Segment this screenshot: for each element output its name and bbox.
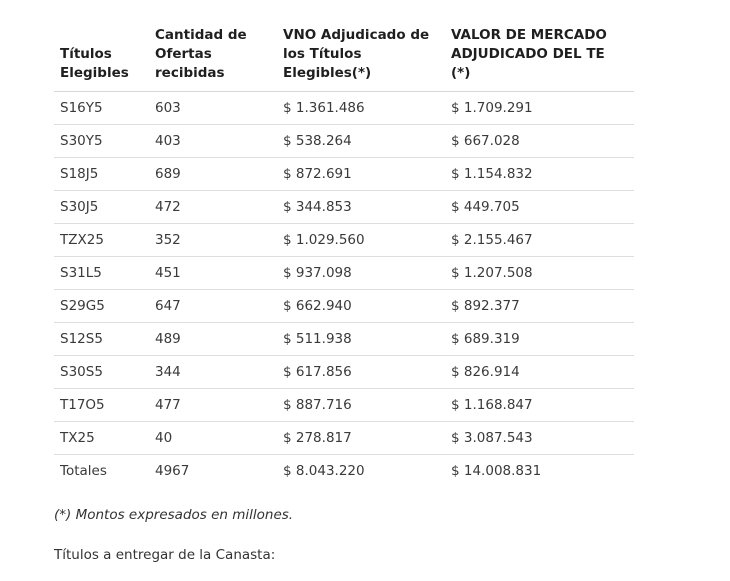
cell-vno: $ 1.361.486 — [277, 91, 445, 125]
cell-titulo: S16Y5 — [54, 91, 149, 125]
cell-ofertas: 647 — [149, 289, 277, 323]
auction-results-table: Títulos Elegibles Cantidad de Ofertas re… — [54, 22, 634, 487]
cell-total-vno: $ 8.043.220 — [283, 463, 365, 479]
totals-row: Totales 4967 $ 8.043.220 $ 14.008.831 — [54, 455, 634, 488]
results-table-container: Títulos Elegibles Cantidad de Ofertas re… — [54, 22, 634, 487]
header-line: VNO Adjudicado de — [283, 27, 430, 43]
cell-vno: $ 887.716 — [277, 388, 445, 422]
cell-ofertas: 40 — [149, 421, 277, 455]
cell-ofertas: 344 — [149, 355, 277, 389]
table-row: T17O5 477 $ 887.716 $ 1.168.847 — [54, 388, 634, 422]
header-line: VALOR DE MERCADO — [451, 27, 607, 43]
table-row: S31L5 451 $ 937.098 $ 1.207.508 — [54, 256, 634, 290]
canasta-subheading: Títulos a entregar de la Canasta: — [54, 547, 276, 563]
cell-titulo: TX25 — [54, 421, 149, 455]
table-row: S12S5 489 $ 511.938 $ 689.319 — [54, 322, 634, 356]
header-line: Ofertas — [155, 46, 212, 62]
cell-ofertas: 472 — [149, 190, 277, 224]
cell-titulo: TZX25 — [54, 223, 149, 257]
cell-valor-mercado: $ 449.705 — [445, 190, 634, 224]
cell-titulo: S12S5 — [54, 322, 149, 356]
cell-titulo: S18J5 — [54, 157, 149, 191]
header-line: ADJUDICADO DEL TE (*) — [451, 46, 605, 81]
header-line: Elegibles(*) — [283, 65, 372, 81]
cell-vno: $ 937.098 — [277, 256, 445, 290]
header-valor-mercado: VALOR DE MERCADO ADJUDICADO DEL TE (*) — [445, 22, 634, 92]
cell-valor-mercado: $ 689.319 — [445, 322, 634, 356]
cell-titulo: S29G5 — [54, 289, 149, 323]
cell-vno: $ 538.264 — [277, 124, 445, 158]
cell-valor-mercado: $ 1.207.508 — [445, 256, 634, 290]
header-line: los Títulos — [283, 46, 362, 62]
cell-vno: $ 617.856 — [277, 355, 445, 389]
cell-ofertas: 603 — [149, 91, 277, 125]
table-row: TZX25 352 $ 1.029.560 $ 2.155.467 — [54, 223, 634, 257]
cell-vno: $ 278.817 — [277, 421, 445, 455]
amounts-footnote: (*) Montos expresados en millones. — [54, 507, 294, 523]
cell-titulo: S30J5 — [54, 190, 149, 224]
cell-vno: $ 662.940 — [277, 289, 445, 323]
cell-titulo: S31L5 — [54, 256, 149, 290]
cell-ofertas: 403 — [149, 124, 277, 158]
cell-vno: $ 872.691 — [277, 157, 445, 191]
table-row: S29G5 647 $ 662.940 $ 892.377 — [54, 289, 634, 323]
cell-vno: $ 1.029.560 — [277, 223, 445, 257]
cell-ofertas: 352 — [149, 223, 277, 257]
cell-valor-mercado: $ 892.377 — [445, 289, 634, 323]
table-row: S16Y5 603 $ 1.361.486 $ 1.709.291 — [54, 91, 634, 125]
cell-ofertas: 451 — [149, 256, 277, 290]
cell-total-ofertas: 4967 — [155, 463, 190, 479]
table-row: S30J5 472 $ 344.853 $ 449.705 — [54, 190, 634, 224]
cell-valor-mercado: $ 1.154.832 — [445, 157, 634, 191]
cell-titulo: S30S5 — [54, 355, 149, 389]
table-header-row: Títulos Elegibles Cantidad de Ofertas re… — [54, 22, 634, 92]
header-line: Cantidad de — [155, 27, 247, 43]
table-row: S30S5 344 $ 617.856 $ 826.914 — [54, 355, 634, 389]
cell-valor-mercado: $ 1.168.847 — [445, 388, 634, 422]
cell-valor-mercado: $ 667.028 — [445, 124, 634, 158]
cell-totales-label: Totales — [60, 463, 107, 479]
cell-titulo: T17O5 — [54, 388, 149, 422]
table-row: S18J5 689 $ 872.691 $ 1.154.832 — [54, 157, 634, 191]
header-vno-adjudicado: VNO Adjudicado de los Títulos Elegibles(… — [277, 22, 445, 92]
header-line: Elegibles — [60, 65, 129, 81]
table-row: S30Y5 403 $ 538.264 $ 667.028 — [54, 124, 634, 158]
header-line: recibidas — [155, 65, 225, 81]
header-line: Títulos — [60, 46, 112, 62]
cell-total-valor-mercado: $ 14.008.831 — [451, 463, 542, 479]
cell-valor-mercado: $ 3.087.543 — [445, 421, 634, 455]
table-row: TX25 40 $ 278.817 $ 3.087.543 — [54, 421, 634, 455]
header-cantidad-ofertas: Cantidad de Ofertas recibidas — [149, 22, 277, 92]
cell-valor-mercado: $ 2.155.467 — [445, 223, 634, 257]
header-titulos-elegibles: Títulos Elegibles — [54, 22, 149, 92]
cell-titulo: S30Y5 — [54, 124, 149, 158]
cell-ofertas: 689 — [149, 157, 277, 191]
cell-ofertas: 489 — [149, 322, 277, 356]
cell-ofertas: 477 — [149, 388, 277, 422]
cell-vno: $ 511.938 — [277, 322, 445, 356]
cell-valor-mercado: $ 1.709.291 — [445, 91, 634, 125]
cell-valor-mercado: $ 826.914 — [445, 355, 634, 389]
cell-vno: $ 344.853 — [277, 190, 445, 224]
